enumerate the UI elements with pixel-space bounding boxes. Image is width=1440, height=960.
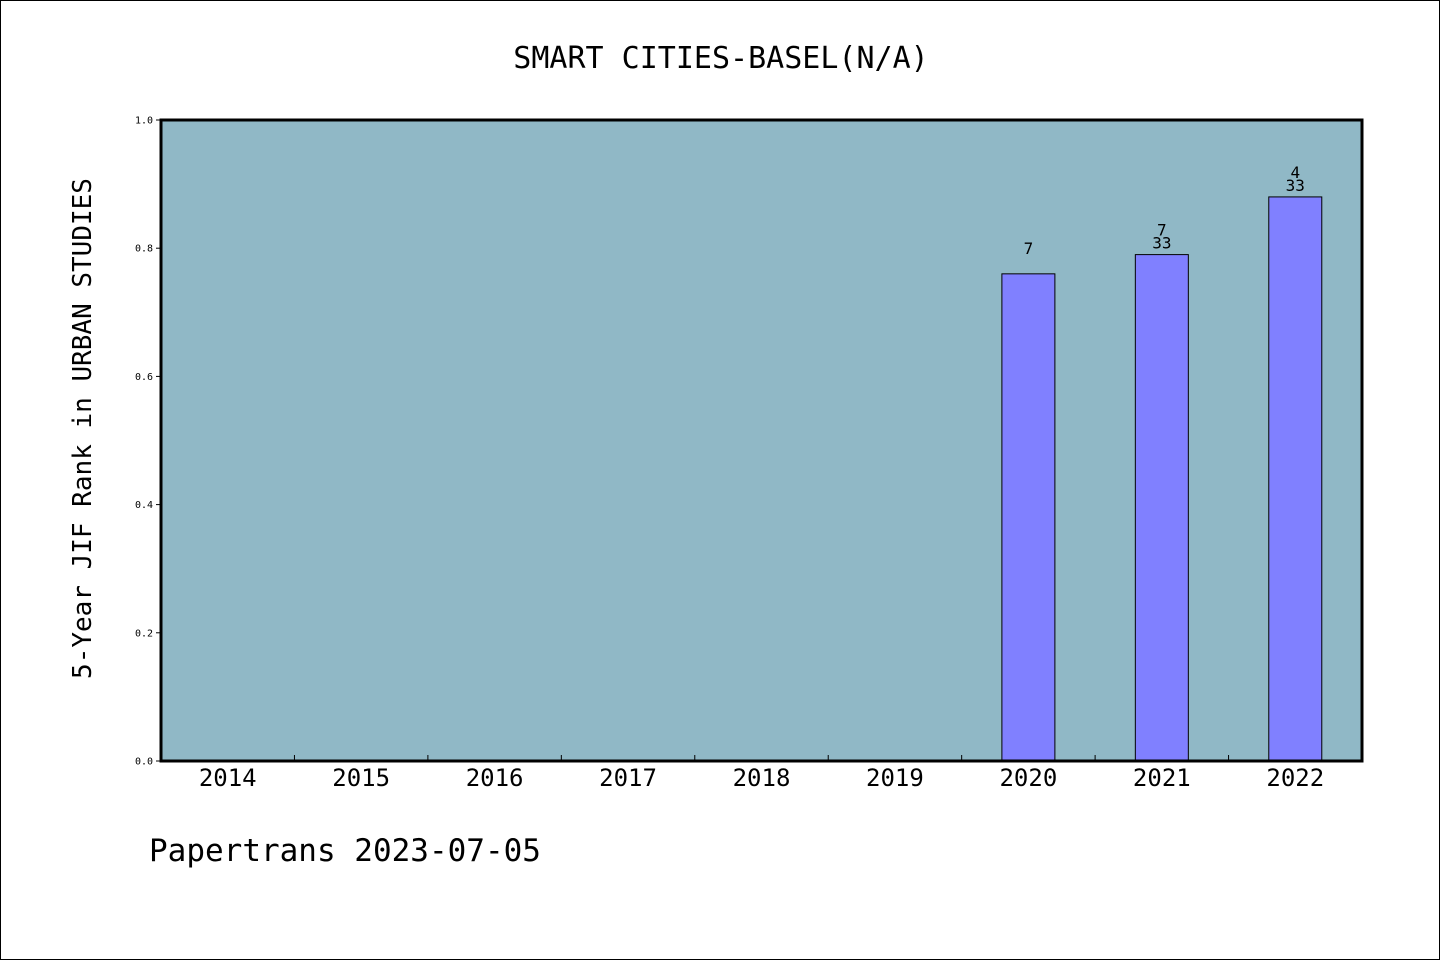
x-tick-label-2022: 2022 bbox=[1266, 764, 1324, 792]
plot-border bbox=[159, 118, 1364, 763]
y-tick-label: 0.2 bbox=[135, 628, 153, 639]
chart-title: SMART CITIES-BASEL(N/A) bbox=[513, 41, 928, 76]
y-tick-label: 0.8 bbox=[135, 244, 153, 255]
x-tick-label-2014: 2014 bbox=[199, 764, 257, 792]
bar-label-top-2022: 4 bbox=[1290, 163, 1300, 182]
x-tick-label-2016: 2016 bbox=[466, 764, 524, 792]
x-tick-label-2018: 2018 bbox=[733, 764, 791, 792]
y-tick-label: 0.0 bbox=[135, 757, 153, 768]
bar-label-top-2020: 7 bbox=[1024, 239, 1034, 258]
y-tick-label: 0.6 bbox=[135, 372, 153, 383]
footer-text: Papertrans 2023-07-05 bbox=[149, 833, 541, 869]
x-tick-label-2019: 2019 bbox=[866, 764, 924, 792]
bar-2022 bbox=[1268, 196, 1323, 762]
y-axis-label: 5-Year JIF Rank in URBAN STUDIES bbox=[68, 178, 98, 679]
y-tick-label: 1.0 bbox=[135, 116, 153, 127]
x-tick-label-2017: 2017 bbox=[599, 764, 657, 792]
x-tick-label-2021: 2021 bbox=[1133, 764, 1191, 792]
bar-2021 bbox=[1134, 254, 1189, 762]
bar-label-bottom-2022: 33 bbox=[1286, 176, 1305, 195]
y-tick-label: 0.4 bbox=[135, 500, 153, 511]
bar-2020 bbox=[1001, 273, 1056, 762]
x-tick-label-2015: 2015 bbox=[332, 764, 390, 792]
x-tick-label-2020: 2020 bbox=[999, 764, 1057, 792]
bar-label-top-2021: 7 bbox=[1157, 221, 1167, 240]
bar-label-bottom-2021: 33 bbox=[1152, 234, 1171, 253]
